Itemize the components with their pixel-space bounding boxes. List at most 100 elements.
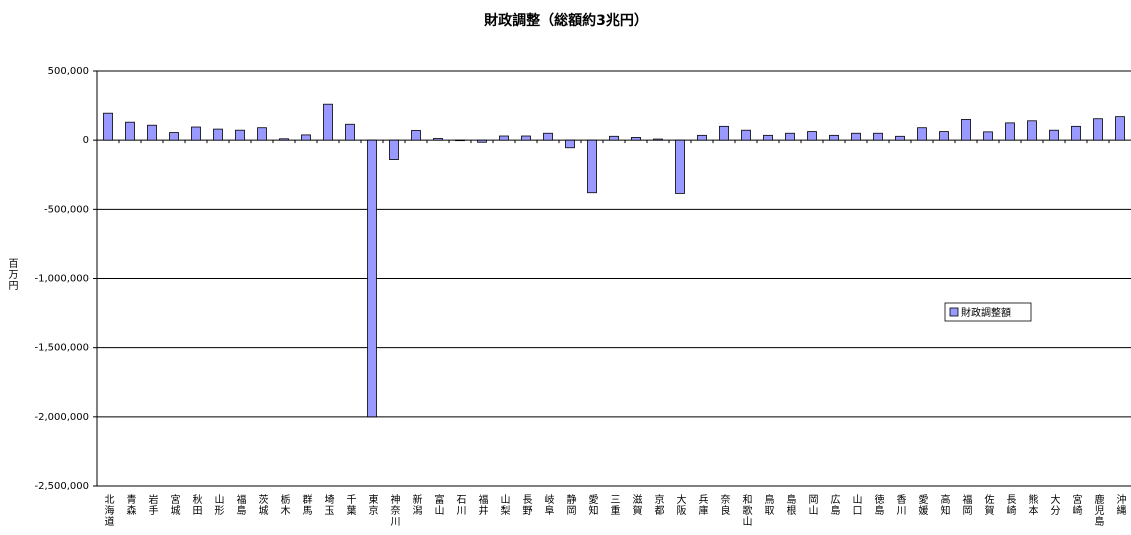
y-tick-label: 0 bbox=[83, 135, 89, 146]
x-tick-label: 京都 bbox=[652, 493, 664, 516]
x-tick-label: 岩手 bbox=[146, 493, 158, 516]
bar bbox=[917, 127, 927, 141]
x-tick-label: 福島 bbox=[234, 493, 246, 516]
x-tick-label: 山口 bbox=[850, 494, 861, 516]
bar bbox=[631, 136, 641, 141]
bar bbox=[103, 112, 113, 141]
bar bbox=[389, 139, 399, 160]
bar bbox=[873, 132, 883, 141]
x-tick-label: 福岡 bbox=[960, 493, 972, 516]
bar bbox=[455, 139, 465, 142]
x-tick-label: 静岡 bbox=[564, 493, 576, 516]
bar bbox=[939, 131, 949, 141]
x-tick-label: 高知 bbox=[938, 493, 950, 516]
bar bbox=[147, 124, 157, 141]
x-tick-label: 長崎 bbox=[1004, 494, 1016, 516]
x-tick-label: 愛媛 bbox=[916, 493, 928, 516]
y-tick-label: -1,500,000 bbox=[34, 343, 89, 354]
bar bbox=[367, 139, 377, 418]
bar bbox=[521, 135, 531, 141]
y-tick-label: 500,000 bbox=[48, 66, 89, 77]
x-tick-label: 和歌山 bbox=[740, 494, 752, 527]
x-tick-label: 神奈川 bbox=[388, 493, 400, 527]
bar bbox=[741, 129, 751, 141]
bar bbox=[301, 134, 311, 141]
bar bbox=[345, 123, 355, 141]
x-tick-label: 佐賀 bbox=[982, 494, 994, 516]
bar bbox=[433, 138, 443, 141]
bar bbox=[1005, 122, 1015, 141]
x-tick-label: 奈良 bbox=[718, 493, 730, 516]
bar bbox=[1115, 116, 1125, 141]
x-tick-label: 愛知 bbox=[586, 493, 598, 516]
x-tick-label: 熊本 bbox=[1026, 493, 1038, 516]
x-tick-label: 徳島 bbox=[872, 493, 884, 516]
bar bbox=[499, 135, 509, 141]
bar bbox=[609, 135, 619, 141]
x-tick-label: 滋賀 bbox=[630, 493, 642, 516]
bar bbox=[1071, 125, 1081, 141]
bar bbox=[697, 134, 707, 141]
y-axis-label: 百万円 bbox=[6, 258, 18, 291]
y-tick-label: -2,000,000 bbox=[34, 412, 89, 423]
bar bbox=[807, 131, 817, 141]
bar bbox=[257, 127, 267, 141]
bar bbox=[169, 132, 179, 141]
y-tick-label: -1,000,000 bbox=[34, 274, 89, 285]
bar bbox=[1027, 120, 1037, 141]
x-tick-label: 三重 bbox=[608, 494, 620, 516]
bar bbox=[961, 119, 971, 141]
x-tick-label: 北海道 bbox=[102, 494, 114, 527]
x-tick-label: 群馬 bbox=[300, 493, 312, 516]
bar bbox=[565, 139, 575, 149]
bar bbox=[785, 132, 795, 141]
bar bbox=[191, 126, 201, 141]
bar bbox=[213, 128, 223, 141]
x-tick-label: 埼玉 bbox=[322, 493, 334, 516]
x-tick-label: 岡山 bbox=[806, 494, 818, 516]
bar bbox=[543, 132, 553, 141]
bar bbox=[587, 139, 597, 194]
y-tick-label: -2,500,000 bbox=[34, 481, 89, 492]
legend-swatch bbox=[949, 307, 959, 317]
x-tick-label: 長野 bbox=[520, 494, 532, 516]
x-tick-label: 茨城 bbox=[256, 493, 268, 516]
x-tick-label: 広島 bbox=[828, 493, 840, 516]
x-tick-label: 新潟 bbox=[410, 493, 422, 516]
bar bbox=[279, 138, 289, 141]
x-tick-label: 東京 bbox=[366, 493, 378, 516]
x-tick-label: 山梨 bbox=[498, 494, 510, 516]
bar bbox=[983, 131, 993, 141]
x-tick-label: 千葉 bbox=[344, 494, 356, 516]
x-tick-label: 大分 bbox=[1048, 493, 1060, 516]
bar bbox=[477, 139, 487, 143]
x-tick-label: 秋田 bbox=[190, 493, 202, 516]
bar bbox=[829, 134, 839, 141]
x-tick-label: 鹿児島 bbox=[1092, 493, 1104, 527]
bar bbox=[763, 134, 773, 141]
bar bbox=[235, 129, 245, 141]
x-tick-label: 富山 bbox=[432, 493, 444, 516]
bar bbox=[411, 130, 421, 141]
x-tick-label: 鳥取 bbox=[762, 493, 774, 516]
bar bbox=[125, 121, 135, 141]
x-tick-label: 福井 bbox=[476, 493, 488, 516]
bar bbox=[851, 132, 861, 141]
x-tick-label: 宮城 bbox=[168, 493, 180, 516]
y-tick-label: -500,000 bbox=[44, 204, 89, 215]
legend-label: 財政調整額 bbox=[961, 306, 1011, 319]
x-tick-label: 山形 bbox=[212, 494, 224, 516]
x-tick-label: 香川 bbox=[894, 494, 906, 516]
bar bbox=[675, 139, 685, 194]
bar bbox=[323, 103, 333, 141]
bar bbox=[1093, 118, 1103, 141]
bar bbox=[895, 135, 905, 141]
x-tick-label: 宮崎 bbox=[1070, 493, 1082, 516]
chart-title: 財政調整（総額約3兆円） bbox=[483, 12, 648, 29]
x-tick-label: 岐阜 bbox=[542, 493, 554, 516]
bar bbox=[1049, 129, 1059, 141]
x-tick-label: 大阪 bbox=[674, 493, 686, 516]
x-tick-label: 沖縄 bbox=[1114, 493, 1126, 516]
x-tick-label: 青森 bbox=[124, 493, 136, 516]
